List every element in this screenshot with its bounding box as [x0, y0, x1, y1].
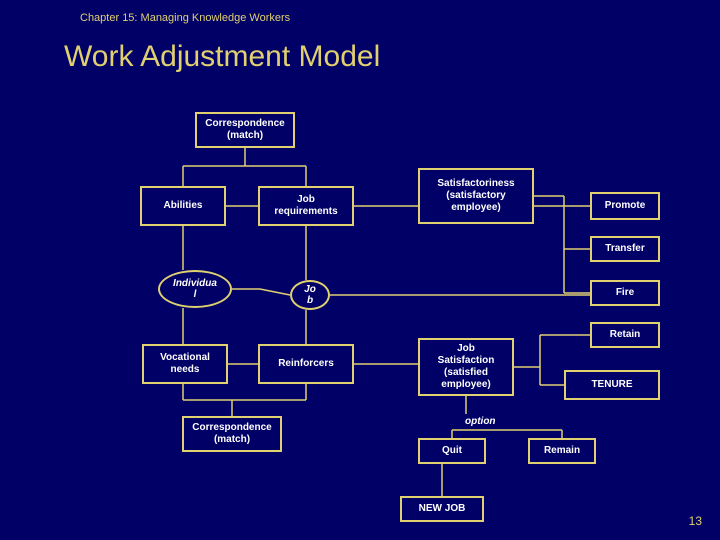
node-jobreq: Jobrequirements [258, 186, 354, 226]
chapter-header: Chapter 15: Managing Knowledge Workers [80, 12, 290, 24]
page-title: Work Adjustment Model [64, 40, 380, 74]
page-number: 13 [689, 514, 702, 528]
node-satis: Satisfactoriness(satisfactoryemployee) [418, 168, 534, 224]
node-promote: Promote [590, 192, 660, 220]
node-individual: Individual [158, 270, 232, 308]
connector-lines [0, 0, 720, 540]
node-jobsat: JobSatisfaction(satisfiedemployee) [418, 338, 514, 396]
node-remain: Remain [528, 438, 596, 464]
node-tenure: TENURE [564, 370, 660, 400]
node-corr_top: Correspondence(match) [195, 112, 295, 148]
node-retain: Retain [590, 322, 660, 348]
node-fire: Fire [590, 280, 660, 306]
node-newjob: NEW JOB [400, 496, 484, 522]
node-job: Job [290, 280, 330, 310]
node-abilities: Abilities [140, 186, 226, 226]
node-quit: Quit [418, 438, 486, 464]
node-reinf: Reinforcers [258, 344, 354, 384]
node-vocneeds: Vocationalneeds [142, 344, 228, 384]
node-corr_bot: Correspondence(match) [182, 416, 282, 452]
label-option: option [465, 416, 496, 427]
node-transfer: Transfer [590, 236, 660, 262]
